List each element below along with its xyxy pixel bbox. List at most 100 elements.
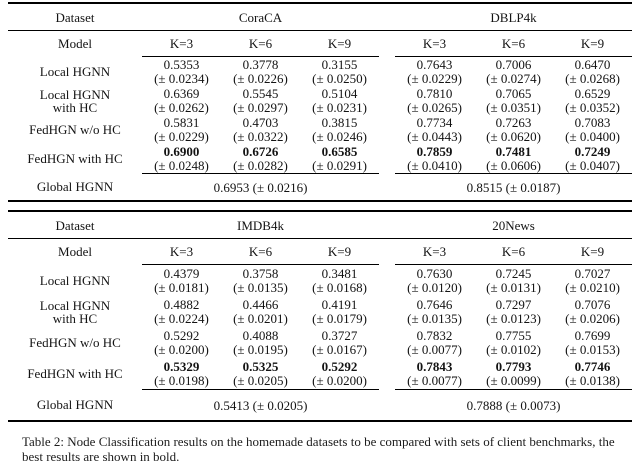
- metric-cell: 0.5329 (± 0.0198): [142, 358, 221, 390]
- column-spacer: [379, 2, 396, 31]
- model-label: Local HGNN with HC: [39, 297, 111, 326]
- metric-cell: 0.6369 (± 0.0262): [142, 86, 221, 115]
- metric-cell: 0.4379 (± 0.0181): [142, 265, 221, 297]
- metric-cell: 0.6529 (± 0.0352): [553, 86, 632, 115]
- metric-value: 0.7734: [416, 115, 453, 130]
- metric-value: 0.5292: [163, 328, 200, 343]
- metric-value: 0.6529: [574, 86, 611, 101]
- metric-cell: 0.7646 (± 0.0135): [395, 296, 474, 327]
- table-row: Local HGNN with HC 0.6369 (± 0.0262) 0.55…: [8, 86, 632, 115]
- metric-std: (± 0.0282): [233, 158, 288, 173]
- metric-cell: 0.7297 (± 0.0123): [474, 296, 553, 327]
- metric-value: 0.3758: [242, 266, 279, 281]
- k-header: K=3: [142, 238, 221, 265]
- metric-std: (± 0.0226): [233, 71, 288, 86]
- metric-cell: 0.4466 (± 0.0201): [221, 296, 300, 327]
- metric-std: (± 0.0443): [407, 129, 462, 144]
- dataset-group-name: DBLP4k: [395, 2, 633, 31]
- column-spacer: [379, 239, 395, 265]
- metric-std: (± 0.0606): [486, 158, 541, 173]
- metric-cell: 0.5292 (± 0.0200): [142, 327, 221, 358]
- metric-std: (± 0.0410): [407, 158, 462, 173]
- metric-std: (± 0.0352): [565, 100, 620, 115]
- metric-std: (± 0.0200): [154, 342, 209, 357]
- metric-value: 0.6470: [574, 57, 611, 72]
- results-table-2: Dataset IMDB4k 20News Model K=3 K=6 K=9 …: [8, 210, 633, 422]
- metric-std: (± 0.0210): [565, 280, 620, 295]
- metric-value: 0.7699: [574, 328, 611, 343]
- metric-std: (± 0.0234): [154, 71, 209, 86]
- metric-cell: 0.7734 (± 0.0443): [395, 115, 474, 144]
- metric-value: 0.3778: [242, 57, 279, 72]
- metric-std: (± 0.0265): [407, 100, 462, 115]
- metric-value: 0.7249: [574, 144, 611, 159]
- column-spacer: [379, 173, 396, 202]
- metric-value: 0.7646: [416, 297, 453, 312]
- metric-cell: 0.4191 (± 0.0179): [300, 296, 379, 327]
- metric-cell: 0.6900 (± 0.0248): [142, 144, 221, 174]
- metric-value: 0.4191: [321, 297, 358, 312]
- metric-value: 0.5545: [242, 86, 279, 101]
- metric-cell: 0.7263 (± 0.0620): [474, 115, 553, 144]
- column-spacer: [379, 31, 395, 57]
- column-spacer: [379, 389, 396, 422]
- model-label: FedHGN with HC: [27, 366, 123, 382]
- k-header-row: Model K=3 K=6 K=9 K=3 K=6 K=9: [8, 30, 633, 57]
- metric-cell: 0.7245 (± 0.0131): [474, 265, 553, 297]
- metric-value: 0.4703: [242, 115, 279, 130]
- metric-std: (± 0.0102): [486, 342, 541, 357]
- metric-std: (± 0.0099): [486, 373, 541, 388]
- metric-std: (± 0.0135): [407, 311, 462, 326]
- metric-value: 0.7843: [416, 359, 453, 374]
- metric-std: (± 0.0138): [565, 373, 620, 388]
- metric-value: 0.7027: [574, 266, 611, 281]
- metric-cell: 0.5831 (± 0.0229): [142, 115, 221, 144]
- metric-value: 0.7065: [495, 86, 532, 101]
- metric-value: 0.7263: [495, 115, 532, 130]
- metric-value: 0.6585: [321, 144, 358, 159]
- table-divider-gap: [8, 202, 632, 210]
- metric-value: 0.3727: [321, 328, 358, 343]
- metric-cell: 0.4703 (± 0.0322): [221, 115, 300, 144]
- model-label: FedHGN w/o HC: [29, 122, 121, 137]
- metric-cell: 0.5292 (± 0.0200): [300, 358, 379, 390]
- metric-std: (± 0.0181): [154, 280, 209, 295]
- metric-cell: 0.7859 (± 0.0410): [395, 144, 474, 174]
- metric-cell: 0.5325 (± 0.0205): [221, 358, 300, 390]
- metric-cell: 0.3758 (± 0.0135): [221, 265, 300, 297]
- metric-value: 0.3815: [321, 115, 358, 130]
- metric-cell: 0.7076 (± 0.0206): [553, 296, 632, 327]
- metric-value: 0.4379: [163, 266, 200, 281]
- column-spacer: [379, 57, 395, 87]
- metric-cell: 0.3778 (± 0.0226): [221, 57, 300, 87]
- metric-cell: 0.7249 (± 0.0407): [553, 144, 632, 174]
- metric-std: (± 0.0248): [154, 158, 209, 173]
- table-caption: Table 2: Node Classification results on …: [22, 434, 615, 464]
- metric-std: (± 0.0229): [407, 71, 462, 86]
- model-label: Local HGNN with HC: [39, 86, 111, 115]
- model-header-label: Model: [58, 244, 92, 260]
- dataset-group-name: 20News: [395, 210, 633, 239]
- metric-cell: 0.6726 (± 0.0282): [221, 144, 300, 174]
- metric-value: 0.7245: [495, 266, 532, 281]
- table-row: FedHGN w/o HC 0.5292 (± 0.0200) 0.4088 (± …: [8, 327, 632, 358]
- metric-value: 0.5831: [163, 115, 200, 130]
- metric-std: (± 0.0351): [486, 100, 541, 115]
- metric-cell: 0.7793 (± 0.0099): [474, 358, 553, 390]
- metric-cell: 0.3481 (± 0.0168): [300, 265, 379, 297]
- metric-value: 0.5329: [163, 359, 200, 374]
- metric-std: (± 0.0229): [154, 129, 209, 144]
- results-table-1: Dataset CoraCA DBLP4k Model K=3 K=6 K=9 …: [8, 2, 633, 202]
- metric-value: 0.7832: [416, 328, 453, 343]
- column-spacer: [379, 86, 395, 115]
- metric-cell: 0.5545 (± 0.0297): [221, 86, 300, 115]
- column-spacer: [379, 115, 395, 144]
- metric-std: (± 0.0195): [233, 342, 288, 357]
- metric-cell: 0.7065 (± 0.0351): [474, 86, 553, 115]
- metric-std: (± 0.0274): [486, 71, 541, 86]
- dataset-header-label: Dataset: [8, 210, 142, 239]
- metric-value: 0.7481: [495, 144, 532, 159]
- column-spacer: [379, 144, 395, 174]
- table-row: Local HGNN 0.4379 (± 0.0181) 0.3758 (± 0.0…: [8, 265, 632, 297]
